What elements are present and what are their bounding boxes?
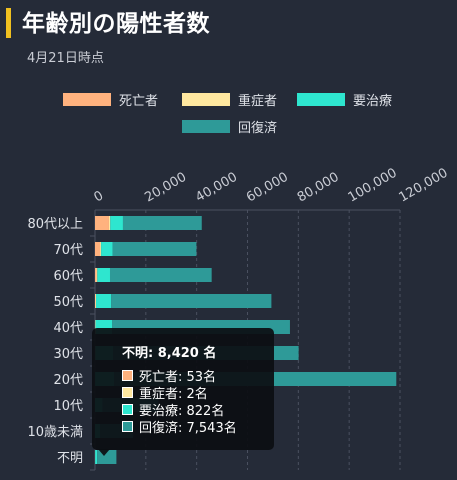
tooltip-title: 不明: 8,420 名: [122, 346, 217, 361]
tooltip-swatch-deaths: [122, 370, 133, 381]
bar-segment: [96, 268, 98, 282]
y-category-label: 不明: [57, 451, 83, 466]
tooltip-row-treatment: 要治療: 822名: [122, 401, 274, 419]
tooltip-swatch-recovered: [122, 421, 133, 432]
x-tick-label: 100,000: [346, 166, 400, 206]
legend-label-treatment: 要治療: [353, 94, 393, 109]
legend-item-recovered[interactable]: 回復済: [182, 117, 277, 136]
x-tick-label: 80,000: [295, 170, 342, 206]
tooltip-swatch-treatment: [122, 404, 133, 415]
tooltip-row-recovered: 回復済: 7,543名: [122, 418, 274, 436]
y-category-label: 60代: [53, 269, 83, 284]
y-category-label: 40代: [53, 321, 83, 336]
bar-segment: [97, 268, 110, 282]
tooltip-caret: [98, 449, 110, 456]
bar-segment: [111, 294, 272, 308]
y-category-label: 50代: [53, 295, 83, 310]
bar-segment: [112, 242, 197, 256]
y-category-label: 80代以上: [27, 217, 83, 232]
bar-segment: [109, 268, 212, 282]
x-tick-label: 120,000: [397, 166, 451, 206]
bar-segment: [101, 242, 113, 256]
bar-segment: [100, 242, 102, 256]
bar-segment: [96, 294, 112, 308]
legend-label-severe: 重症者: [238, 94, 278, 109]
bar-segment: [95, 242, 101, 256]
bar-segment: [95, 216, 109, 230]
x-tick-label: 60,000: [244, 170, 291, 206]
x-tick-label: 0: [92, 188, 107, 205]
legend-label-deaths: 死亡者: [119, 94, 159, 109]
tooltip-row-severe: 重症者: 2名: [122, 384, 274, 402]
page-title: 年齢別の陽性者数: [22, 11, 210, 37]
legend-item-severe[interactable]: 重症者: [182, 90, 277, 109]
date-label: 4月21日時点: [27, 51, 104, 66]
bar-segment: [95, 294, 96, 308]
bar-segment: [122, 216, 202, 230]
y-category-label: 10歳未満: [27, 425, 83, 440]
tooltip-swatch-severe: [122, 387, 133, 398]
y-category-label: 30代: [53, 347, 83, 362]
title-accent-bar: [6, 8, 11, 38]
bar-segment: [95, 268, 97, 282]
tooltip-text-severe: 重症者: 2名: [139, 387, 208, 402]
x-tick-label: 20,000: [142, 170, 189, 206]
bar-segment: [95, 294, 97, 308]
tooltip-text-deaths: 死亡者: 53名: [139, 370, 217, 385]
chart-tooltip: 不明: 8,420 名 死亡者: 53名 重症者: 2名 要治療: 822名 回…: [92, 328, 274, 450]
legend-item-deaths[interactable]: 死亡者: [63, 90, 158, 109]
legend-swatch-recovered: [182, 120, 230, 133]
legend-swatch-deaths: [63, 93, 111, 106]
bar-segment: [108, 216, 111, 230]
bar-segment: [95, 450, 98, 464]
legend-swatch-treatment: [297, 93, 345, 106]
legend-label-recovered: 回復済: [238, 121, 278, 136]
tooltip-text-treatment: 要治療: 822名: [139, 404, 225, 419]
legend-swatch-severe: [182, 93, 230, 106]
y-category-label: 70代: [53, 243, 83, 258]
tooltip-row-deaths: 死亡者: 53名: [122, 367, 274, 385]
y-category-label: 20代: [53, 373, 83, 388]
y-category-label: 10代: [53, 399, 83, 414]
x-tick-label: 40,000: [193, 170, 240, 206]
tooltip-text-recovered: 回復済: 7,543名: [139, 421, 237, 436]
legend-item-treatment[interactable]: 要治療: [297, 90, 392, 109]
bar-segment: [110, 216, 123, 230]
